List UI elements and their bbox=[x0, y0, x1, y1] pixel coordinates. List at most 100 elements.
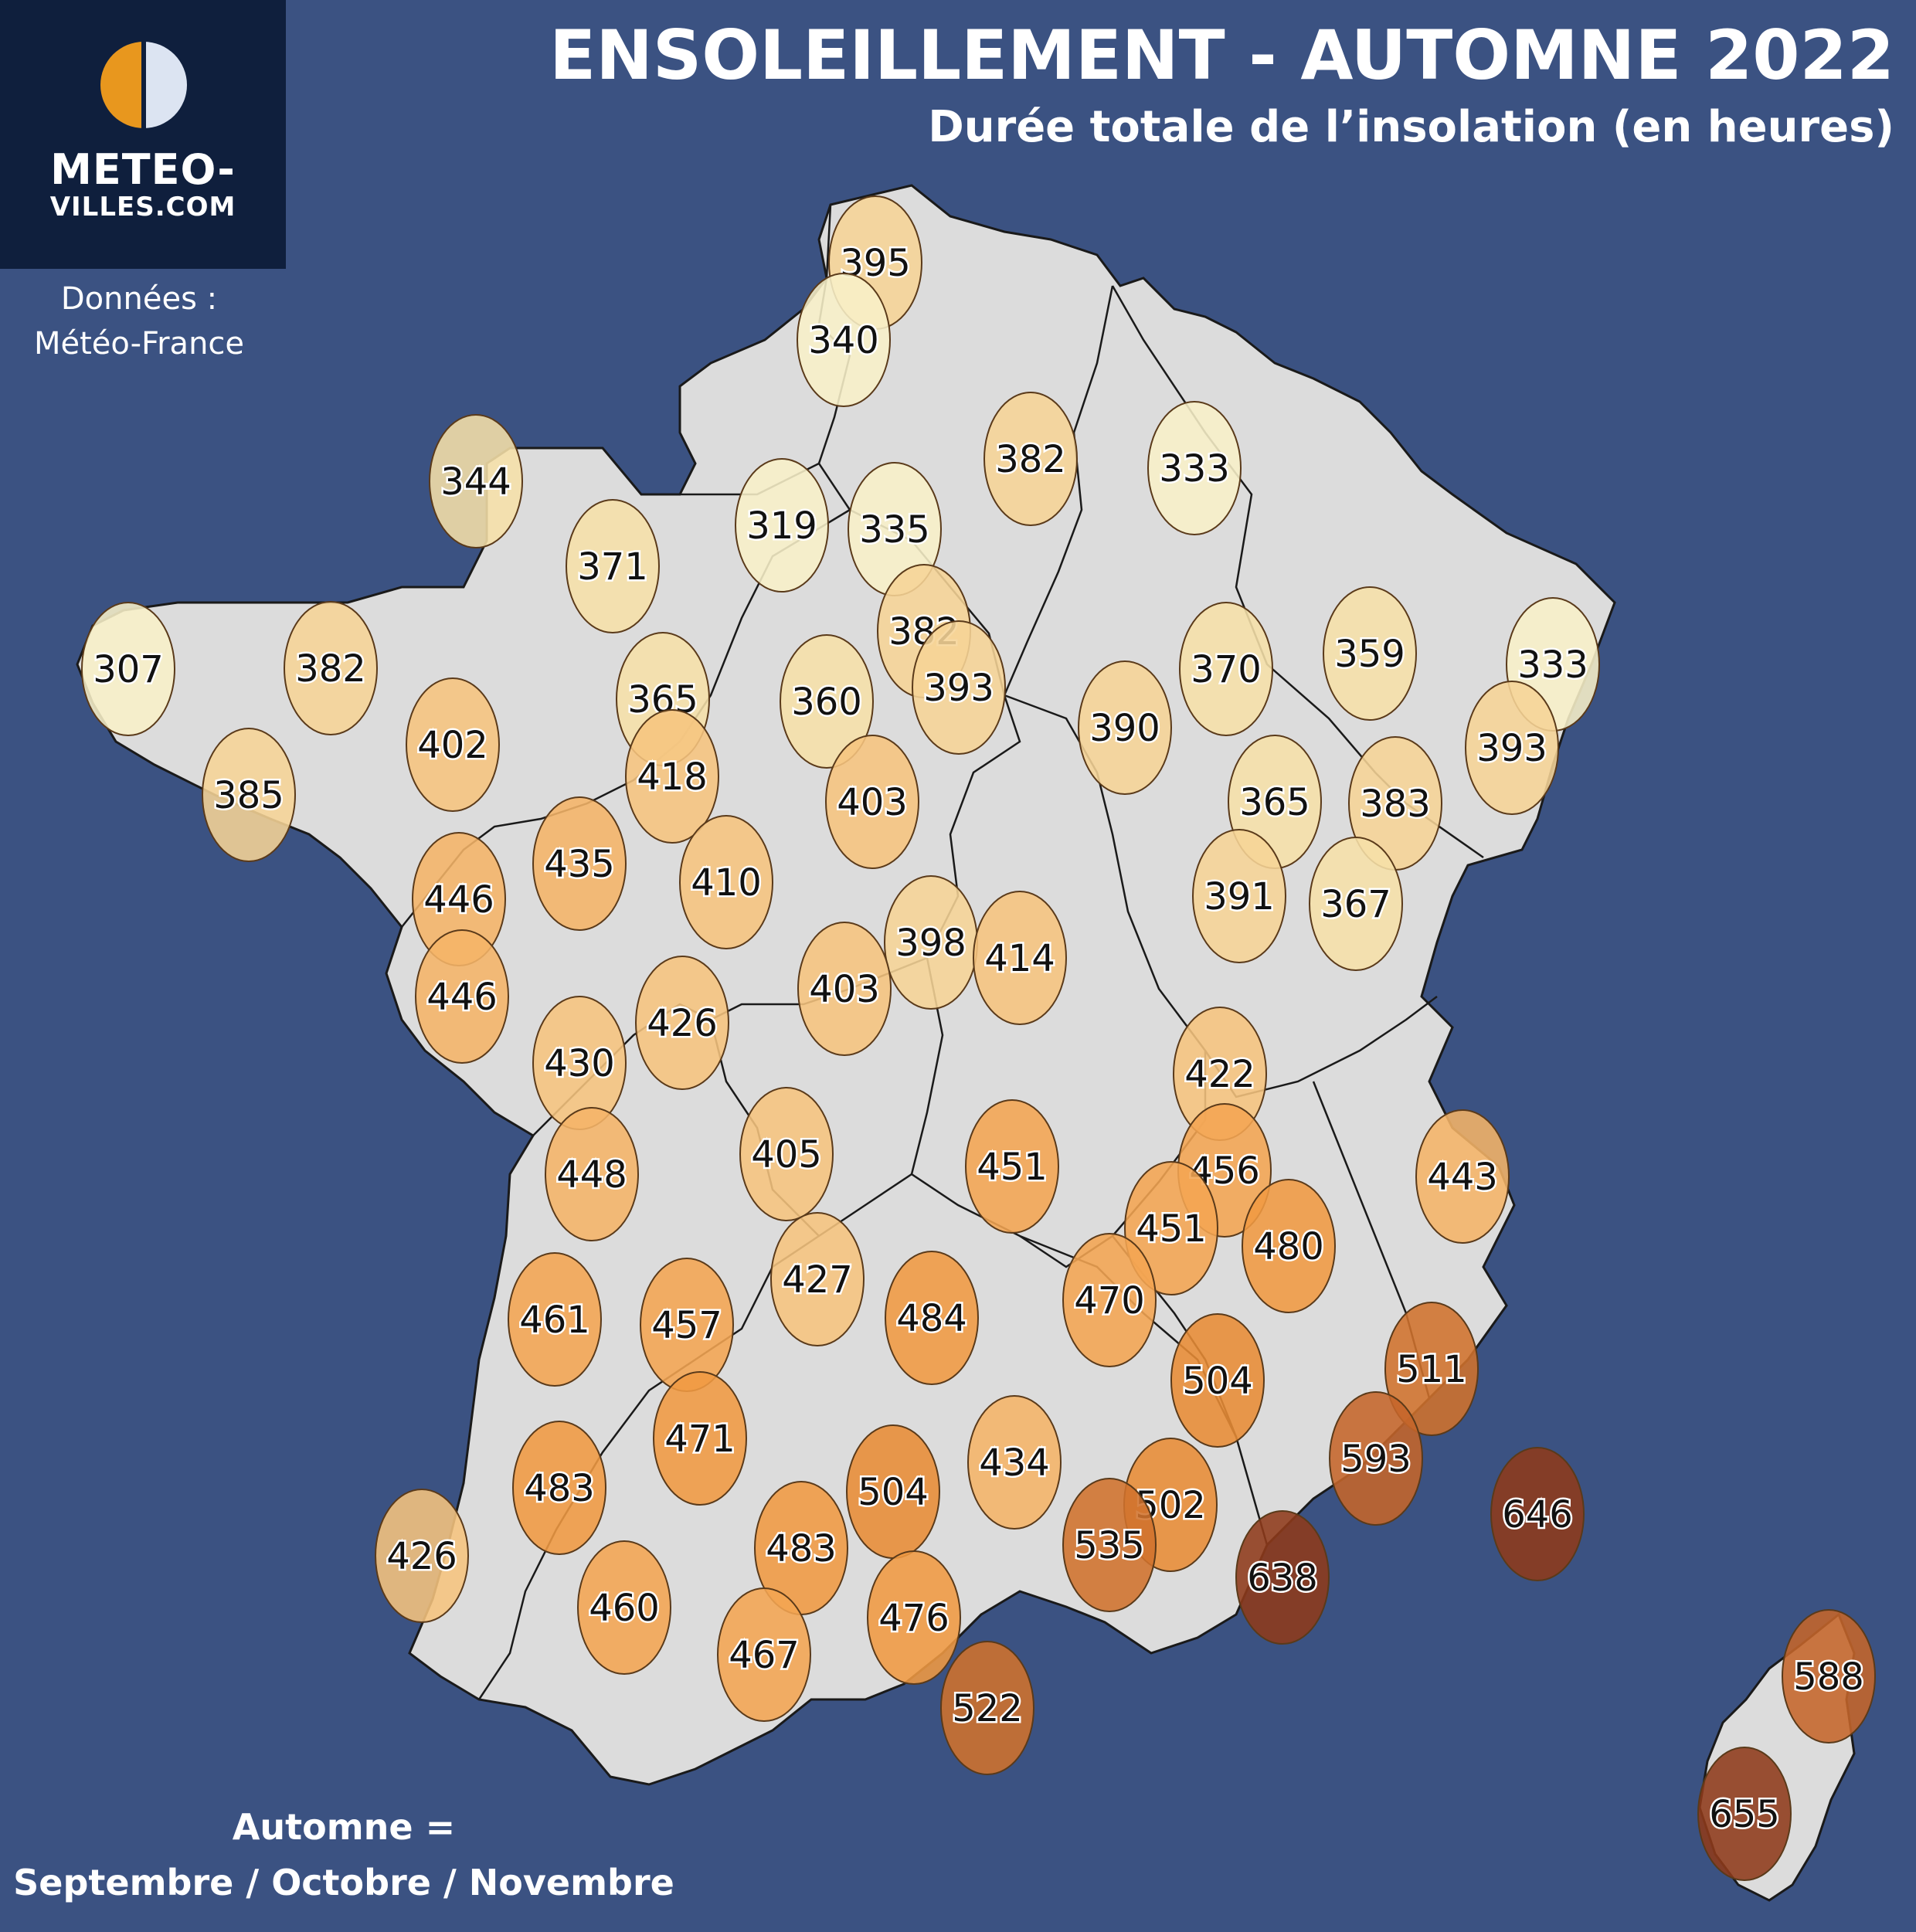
station-marker: 446 bbox=[412, 832, 506, 966]
station-marker: 483 bbox=[754, 1481, 848, 1615]
station-marker: 391 bbox=[1192, 829, 1286, 963]
station-value-label: 451 bbox=[1136, 1207, 1207, 1251]
station-value-label: 307 bbox=[93, 648, 164, 691]
station-marker: 403 bbox=[825, 735, 919, 869]
station-value-label: 427 bbox=[782, 1258, 853, 1302]
station-marker: 427 bbox=[770, 1212, 865, 1346]
logo-text-line1: METEO- bbox=[50, 145, 236, 194]
station-marker: 410 bbox=[679, 815, 773, 949]
station-marker: 390 bbox=[1078, 660, 1172, 795]
station-bubble bbox=[415, 929, 509, 1064]
station-marker: 370 bbox=[1179, 602, 1273, 736]
station-value-label: 522 bbox=[952, 1687, 1023, 1730]
season-definition-line2: Septembre / Octobre / Novembre bbox=[13, 1862, 674, 1903]
station-value-label: 426 bbox=[386, 1535, 457, 1578]
station-marker: 371 bbox=[566, 499, 660, 633]
station-value-label: 434 bbox=[979, 1441, 1050, 1485]
station-value-label: 365 bbox=[1239, 781, 1310, 824]
station-bubble bbox=[566, 499, 660, 633]
station-marker: 335 bbox=[848, 462, 942, 596]
station-marker: 430 bbox=[532, 996, 627, 1130]
station-value-label: 344 bbox=[440, 460, 511, 504]
station-value-label: 430 bbox=[544, 1042, 615, 1085]
station-marker: 443 bbox=[1415, 1109, 1510, 1244]
station-marker: 484 bbox=[885, 1251, 979, 1385]
station-marker: 460 bbox=[577, 1540, 671, 1675]
station-bubble bbox=[508, 1252, 602, 1387]
station-marker: 403 bbox=[797, 922, 892, 1056]
station-marker: 360 bbox=[780, 634, 874, 769]
station-bubble bbox=[532, 796, 627, 931]
station-marker: 383 bbox=[1348, 736, 1442, 871]
station-marker: 593 bbox=[1329, 1391, 1423, 1526]
station-value-label: 588 bbox=[1793, 1655, 1864, 1699]
station-marker: 476 bbox=[867, 1550, 961, 1685]
station-bubble bbox=[965, 1099, 1059, 1234]
station-marker: 319 bbox=[735, 458, 829, 593]
station-value-label: 593 bbox=[1340, 1438, 1412, 1481]
station-marker: 414 bbox=[973, 891, 1067, 1025]
map-title: ENSOLEILLEMENT - AUTOMNE 2022 bbox=[549, 15, 1894, 95]
station-value-label: 371 bbox=[577, 545, 648, 589]
station-value-label: 451 bbox=[977, 1146, 1048, 1189]
station-marker: 522 bbox=[940, 1641, 1034, 1775]
station-marker: 467 bbox=[717, 1587, 811, 1722]
station-marker: 393 bbox=[1465, 681, 1559, 815]
station-bubble bbox=[1309, 837, 1403, 971]
station-bubble bbox=[512, 1421, 606, 1555]
station-marker: 402 bbox=[406, 677, 500, 812]
station-bubble bbox=[967, 1395, 1062, 1530]
station-marker: 457 bbox=[640, 1258, 734, 1392]
station-bubble bbox=[780, 634, 874, 769]
station-value-label: 467 bbox=[729, 1634, 800, 1677]
station-marker: 418 bbox=[625, 709, 719, 844]
station-marker: 405 bbox=[739, 1087, 834, 1221]
source-name: Météo-France bbox=[33, 326, 245, 362]
station-value-label: 393 bbox=[1476, 727, 1547, 770]
station-bubble bbox=[1170, 1313, 1265, 1448]
station-marker: 307 bbox=[81, 602, 175, 736]
station-bubble bbox=[1323, 586, 1417, 721]
station-bubble bbox=[679, 815, 773, 949]
station-value-label: 461 bbox=[519, 1299, 590, 1342]
station-value-label: 480 bbox=[1253, 1225, 1324, 1268]
station-value-label: 405 bbox=[751, 1133, 822, 1177]
station-marker: 426 bbox=[635, 956, 729, 1090]
station-bubble bbox=[973, 891, 1067, 1025]
station-value-label: 403 bbox=[837, 781, 908, 824]
station-value-label: 418 bbox=[637, 755, 708, 799]
station-marker: 511 bbox=[1384, 1302, 1479, 1436]
station-bubble bbox=[406, 677, 500, 812]
station-marker: 461 bbox=[508, 1252, 602, 1387]
station-value-label: 382 bbox=[295, 647, 366, 691]
station-value-label: 483 bbox=[766, 1527, 837, 1570]
station-marker: 504 bbox=[1170, 1313, 1265, 1448]
station-bubble bbox=[1192, 829, 1286, 963]
station-marker: 344 bbox=[429, 414, 523, 548]
source-label: Données : bbox=[60, 281, 218, 317]
station-marker: 504 bbox=[846, 1424, 940, 1559]
station-marker: 483 bbox=[512, 1421, 606, 1555]
station-value-label: 385 bbox=[213, 774, 284, 817]
station-value-label: 382 bbox=[995, 438, 1066, 481]
station-marker: 422 bbox=[1173, 1007, 1267, 1141]
station-marker: 470 bbox=[1062, 1233, 1157, 1367]
season-definition-line1: Automne = bbox=[232, 1806, 456, 1848]
station-bubble bbox=[202, 728, 296, 862]
station-bubble bbox=[81, 602, 175, 736]
station-bubble bbox=[770, 1212, 865, 1346]
station-value-label: 426 bbox=[647, 1002, 718, 1045]
station-marker: 471 bbox=[653, 1371, 747, 1506]
station-marker: 638 bbox=[1235, 1510, 1330, 1645]
station-marker: 393 bbox=[912, 620, 1006, 755]
station-value-label: 359 bbox=[1334, 633, 1405, 676]
station-value-label: 470 bbox=[1074, 1279, 1145, 1323]
station-value-label: 457 bbox=[651, 1304, 722, 1347]
station-bubble bbox=[1465, 681, 1559, 815]
station-bubble bbox=[375, 1489, 469, 1623]
station-marker: 382 bbox=[284, 601, 378, 735]
station-marker: 382 bbox=[983, 392, 1078, 526]
station-bubble bbox=[1235, 1510, 1330, 1645]
station-bubble bbox=[735, 458, 829, 593]
